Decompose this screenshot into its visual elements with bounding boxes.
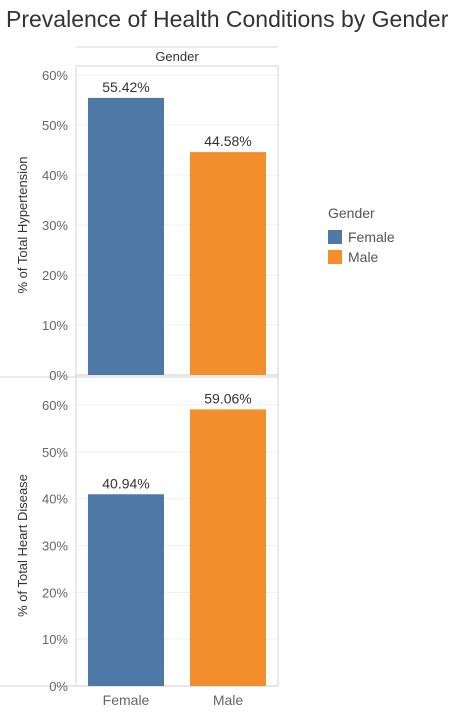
y-tick-label: 60% — [42, 398, 68, 413]
y-tick-label: 50% — [42, 118, 68, 133]
data-label: 59.06% — [204, 390, 251, 406]
bar-male — [190, 152, 266, 375]
y-tick-label: 20% — [42, 268, 68, 283]
column-header — [76, 47, 278, 66]
y-tick-label: 50% — [42, 445, 68, 460]
y-axis-label: % of Total Heart Disease — [15, 474, 30, 617]
y-tick-label: 30% — [42, 539, 68, 554]
y-tick-label: 0% — [49, 368, 68, 383]
legend-item-female[interactable]: Female — [328, 229, 395, 245]
data-label: 40.94% — [102, 475, 149, 491]
y-tick-label: 40% — [42, 168, 68, 183]
data-label: 55.42% — [102, 79, 149, 95]
y-tick-label: 30% — [42, 218, 68, 233]
bar-male — [190, 409, 266, 686]
legend-item-male[interactable]: Male — [328, 249, 395, 265]
data-label: 44.58% — [204, 133, 251, 149]
legend-title: Gender — [328, 205, 375, 221]
legend-label-male: Male — [348, 249, 379, 265]
chart-title: Prevalence of Health Conditions by Gende… — [6, 6, 449, 32]
x-tick-label: Female — [103, 692, 150, 708]
y-axis-label: % of Total Hypertension — [15, 156, 30, 293]
y-tick-label: 40% — [42, 492, 68, 507]
legend-label-female: Female — [348, 229, 395, 245]
legend-swatch-male — [328, 250, 342, 264]
column-header-label: Gender — [155, 49, 199, 64]
y-tick-label: 60% — [42, 68, 68, 83]
y-tick-label: 0% — [49, 679, 68, 694]
x-tick-label: Male — [213, 692, 244, 708]
legend-swatch-female — [328, 230, 342, 244]
bar-female — [88, 494, 164, 686]
bar-female — [88, 97, 164, 376]
y-tick-label: 10% — [42, 318, 68, 333]
y-tick-label: 10% — [42, 632, 68, 647]
y-tick-label: 20% — [42, 585, 68, 600]
legend: Gender Female Male — [328, 205, 395, 269]
